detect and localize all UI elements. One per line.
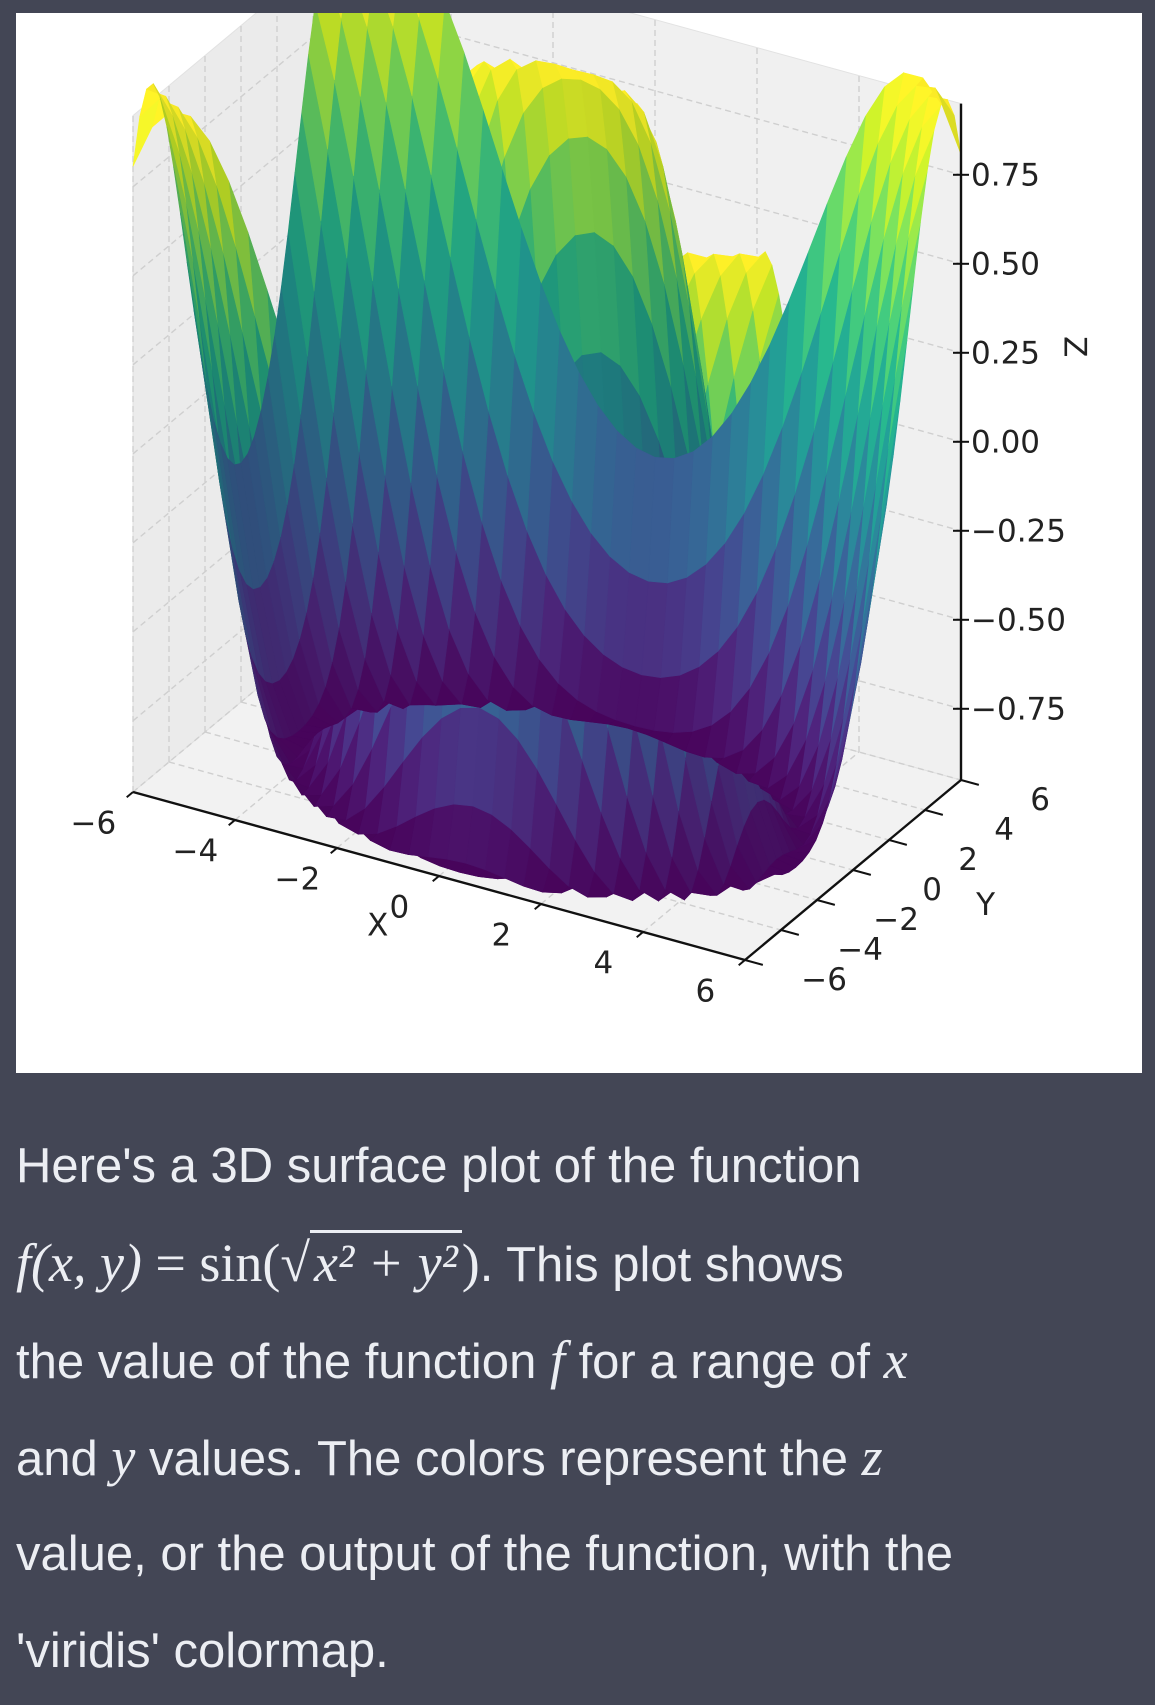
formula-radicand: x² + y²	[310, 1230, 462, 1293]
y-tick-label: 2	[958, 842, 978, 878]
z-tick-label: −0.25	[971, 513, 1066, 549]
math-z: z	[861, 1427, 883, 1487]
z-tick-label: 0.75	[971, 157, 1040, 193]
z-tick-label: 0.50	[971, 246, 1040, 282]
surface-face	[387, 13, 395, 27]
y-tick-mark	[960, 779, 980, 786]
caption-line-5: value, or the output of the function, wi…	[16, 1527, 954, 1581]
caption-line-1: Here's a 3D surface plot of the function	[16, 1139, 862, 1193]
z-tick-label: −0.75	[971, 691, 1066, 727]
x-axis-title: X	[367, 908, 388, 944]
y-tick-mark	[852, 869, 872, 876]
surface-face	[339, 13, 343, 19]
x-tick-label: −6	[71, 806, 117, 842]
caption-line-6: 'viridis' colormap.	[16, 1624, 389, 1678]
y-axis-title: Y	[975, 887, 995, 923]
surface-face	[362, 13, 369, 27]
surface-face	[416, 13, 420, 18]
y-tick-label: 6	[1030, 782, 1050, 818]
caption-line-2-rest: . This plot shows	[479, 1238, 844, 1292]
formula-lhs: f(x, y)	[16, 1233, 142, 1293]
formula-eq: = sin(	[141, 1233, 281, 1293]
plot-panel: −6 −4 −2 0 2 4 6 −6 −4 −2 0 2 4 6 −0.75 −0.50 −0.25 0.00 0…	[16, 13, 1142, 1073]
x-tick-label: 2	[492, 918, 512, 954]
x-tick-mark	[738, 959, 746, 967]
caption: Here's a 3D surface plot of the function…	[16, 1118, 1146, 1700]
x-tick-mark	[330, 847, 338, 855]
x-tick-mark	[432, 875, 440, 883]
x-tick-label: −2	[275, 862, 321, 898]
math-y: y	[111, 1427, 136, 1487]
caption-line-4a: and	[16, 1432, 112, 1486]
z-tick-label: 0.25	[971, 335, 1040, 371]
z-axis-title: Z	[1057, 336, 1093, 357]
sqrt-sign: √x² + y²	[280, 1215, 462, 1314]
x-tick-mark	[534, 903, 542, 911]
y-tick-label: −6	[801, 962, 847, 998]
y-tick-mark	[816, 899, 836, 906]
y-tick-label: −2	[873, 902, 919, 938]
y-tick-label: 0	[922, 872, 942, 908]
caption-line-3: the value of the function f for a range …	[16, 1312, 1146, 1409]
math-x: x	[883, 1330, 908, 1390]
y-tick-mark	[924, 809, 944, 816]
caption-line-4: and y values. The colors represent the z	[16, 1409, 1146, 1506]
x-tick-label: 6	[696, 974, 716, 1010]
z-tick-label: 0.00	[971, 424, 1040, 460]
x-tick-mark	[126, 791, 134, 799]
formula-close: )	[461, 1233, 480, 1293]
x-tick-mark	[228, 819, 236, 827]
y-tick-mark	[744, 959, 764, 966]
caption-line-2: f(x, y) = sin(√x² + y²). This plot shows	[16, 1215, 1146, 1312]
y-tick-mark	[888, 839, 908, 846]
tick-marks	[126, 173, 980, 967]
y-tick-mark	[780, 929, 800, 936]
math-f: f	[549, 1330, 565, 1390]
caption-line-4b: values. The colors represent the	[135, 1432, 862, 1486]
x-tick-label: 4	[594, 946, 614, 982]
y-tick-label: −4	[837, 932, 883, 968]
surface-face	[418, 13, 444, 79]
caption-line-3b: for a range of	[564, 1335, 884, 1389]
x-tick-mark	[636, 931, 644, 939]
grid-line-y-floor	[168, 761, 782, 931]
surface-mesh	[132, 13, 962, 902]
caption-line-3a: the value of the function	[16, 1335, 550, 1389]
x-tick-label: 0	[390, 890, 410, 926]
y-tick-label: 4	[994, 812, 1014, 848]
x-tick-label: −4	[173, 834, 219, 870]
z-tick-label: −0.50	[971, 602, 1066, 638]
